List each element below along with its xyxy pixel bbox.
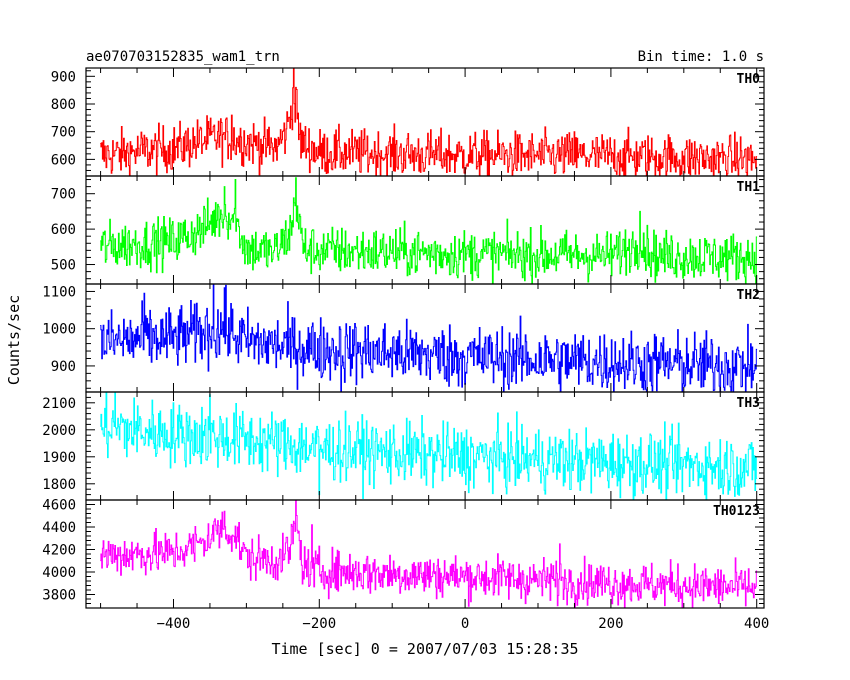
y-tick-label: 600 <box>51 152 76 168</box>
plot-area <box>100 67 758 609</box>
y-axis-label: Counts/sec <box>5 295 23 385</box>
panel-frame-th1 <box>85 175 765 285</box>
series-th1 <box>100 177 758 285</box>
series-th0 <box>100 67 758 177</box>
panel-label-th0123: TH0123 <box>713 504 760 519</box>
x-tick-label: −200 <box>302 616 336 632</box>
panel-label-th0: TH0 <box>737 72 761 87</box>
x-tick-label: 200 <box>598 616 623 632</box>
y-tick-label: 4000 <box>42 565 76 581</box>
x-tick-label: 0 <box>461 616 469 632</box>
panel-label-th2: TH2 <box>737 288 760 303</box>
chart-title: ae070703152835_wam1_trn <box>86 49 280 65</box>
y-tick-label: 600 <box>51 222 76 238</box>
y-tick-label: 3800 <box>42 588 76 604</box>
y-tick-label: 4600 <box>42 498 76 514</box>
x-tick-label: −400 <box>157 616 191 632</box>
bin-time-label: Bin time: 1.0 s <box>638 49 764 65</box>
y-tick-label: 500 <box>51 258 76 274</box>
x-tick-label: 400 <box>744 616 769 632</box>
y-tick-label: 700 <box>51 187 76 203</box>
y-tick-label: 1800 <box>42 477 76 493</box>
y-tick-label: 2100 <box>42 396 76 412</box>
x-axis-label: Time [sec] 0 = 2007/07/03 15:28:35 <box>271 640 578 658</box>
panel-label-th3: TH3 <box>737 396 760 411</box>
panel-label-th1: TH1 <box>737 180 761 195</box>
y-tick-label: 800 <box>51 97 76 113</box>
panel-frame-th0123 <box>85 499 765 609</box>
panel-frames: TH0 600 700 800 900 TH1 500 600 700 TH2 900 1000 110… <box>42 67 769 632</box>
series-th0123 <box>100 499 758 609</box>
series-th2 <box>100 283 758 393</box>
y-tick-label: 2000 <box>42 423 76 439</box>
panel-frame-th2 <box>85 283 765 393</box>
y-tick-label: 1100 <box>42 284 76 300</box>
series-th3 <box>100 391 758 501</box>
y-tick-label: 4400 <box>42 520 76 536</box>
y-tick-label: 900 <box>51 359 76 375</box>
y-tick-label: 900 <box>51 69 76 85</box>
y-tick-label: 1000 <box>42 322 76 338</box>
y-tick-label: 1900 <box>42 450 76 466</box>
y-tick-label: 700 <box>51 125 76 141</box>
y-tick-label: 4200 <box>42 543 76 559</box>
